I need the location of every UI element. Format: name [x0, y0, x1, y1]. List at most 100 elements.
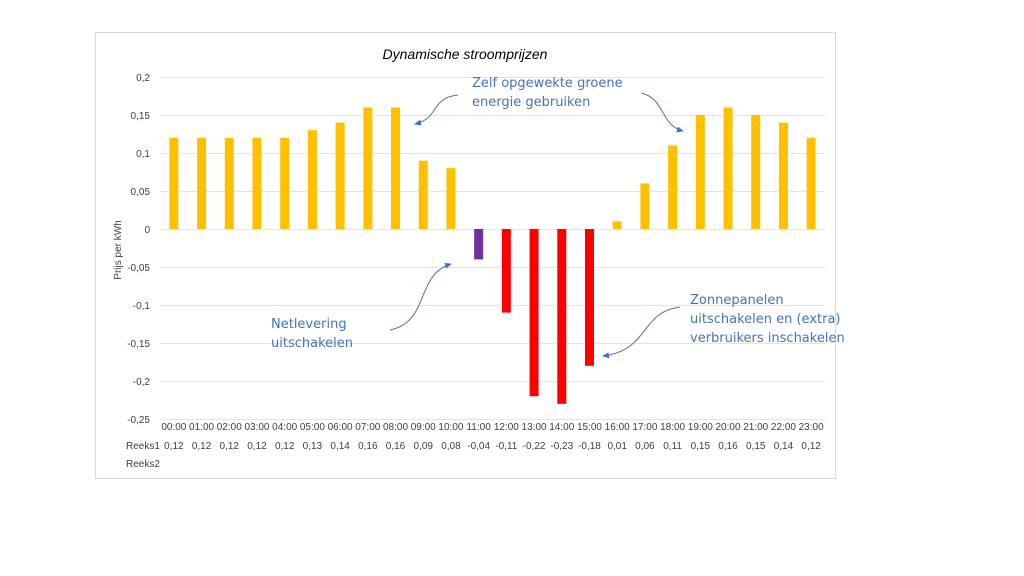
annotation-green-energy: Zelf opgewekte groene energie gebruiken: [414, 76, 684, 133]
data-label: 0,16: [718, 441, 738, 452]
series-name: Reeks1: [126, 441, 160, 452]
x-tick-label: 15:00: [577, 422, 602, 433]
data-label: -0,22: [523, 441, 546, 452]
x-tick-label: 13:00: [522, 422, 547, 433]
bar-14:00: [557, 229, 567, 404]
x-tick-label: 16:00: [605, 422, 630, 433]
data-label: 0,12: [801, 441, 821, 452]
annotation-line: Zonnepanelen: [690, 293, 784, 308]
bar-00:00: [169, 137, 179, 229]
data-label: 0,09: [413, 441, 433, 452]
y-tick-label: -0,05: [127, 263, 150, 274]
arrow-icon: [640, 92, 684, 133]
annotation-line: Zelf opgewekte groene: [472, 76, 623, 91]
arrow-icon: [389, 262, 452, 331]
x-tick-label: 21:00: [743, 422, 768, 433]
x-tick-label: 19:00: [688, 422, 713, 433]
series-name: Reeks2: [126, 459, 160, 470]
bar-07:00: [363, 107, 373, 229]
bar-13:00: [529, 229, 539, 397]
bar-10:00: [446, 168, 456, 229]
data-label: 0,12: [220, 441, 240, 452]
x-tick-label: 03:00: [244, 422, 269, 433]
y-tick-label: 0,05: [131, 187, 151, 198]
chart-title: Dynamische stroomprijzen: [383, 46, 548, 62]
bar-22:00: [778, 122, 788, 229]
data-label: 0,06: [635, 441, 655, 452]
x-tick-label: 17:00: [632, 422, 657, 433]
annotation-line: uitschakelen: [271, 336, 353, 351]
data-label: -0,11: [495, 441, 517, 452]
x-tick-label: 23:00: [799, 422, 824, 433]
x-tick-label: 14:00: [549, 422, 574, 433]
data-label: 0,12: [275, 441, 295, 452]
x-tick-label: 22:00: [771, 422, 796, 433]
data-label: 0,15: [746, 441, 766, 452]
data-label: 0,11: [663, 441, 682, 452]
x-tick-label: 05:00: [300, 422, 325, 433]
y-axis-ticks: 0,2 0,15 0,1 0,05 0 -0,05 -0,1 -0,15 -0,2 -0,25: [127, 73, 150, 426]
chart-area: [95, 32, 836, 479]
data-label: 0,15: [691, 441, 711, 452]
y-tick-label: 0,15: [131, 111, 151, 122]
y-tick-label: -0,25: [127, 415, 150, 426]
x-tick-label: 20:00: [716, 422, 741, 433]
x-tick-label: 09:00: [411, 422, 436, 433]
gridlines: [160, 77, 825, 420]
arrow-icon: [602, 306, 681, 359]
x-tick-label: 00:00: [161, 422, 186, 433]
y-tick-label: -0,2: [133, 377, 151, 388]
x-tick-label: 06:00: [328, 422, 353, 433]
data-label: 0,13: [303, 441, 323, 452]
bar-08:00: [391, 107, 401, 229]
x-tick-label: 10:00: [438, 422, 463, 433]
bar-09:00: [418, 160, 428, 229]
annotation-line: energie gebruiken: [472, 95, 590, 110]
data-label: 0,12: [164, 441, 184, 452]
bar-23:00: [806, 137, 816, 229]
data-label: -0,18: [578, 441, 601, 452]
bar-03:00: [252, 137, 262, 229]
arrow-icon: [414, 94, 459, 126]
x-tick-label: 18:00: [660, 422, 685, 433]
bar-11:00: [474, 229, 484, 260]
bar-01:00: [197, 137, 207, 229]
annotation-line: verbruikers inschakelen: [690, 331, 845, 346]
data-label: -0,04: [467, 441, 490, 452]
data-label: 0,16: [386, 441, 406, 452]
data-label: -0,23: [550, 441, 573, 452]
y-tick-label: 0,2: [136, 73, 150, 84]
annotation-line: Netlevering: [271, 317, 347, 332]
bar-20:00: [723, 107, 733, 229]
data-label: 0,08: [441, 441, 461, 452]
data-label: 0,12: [247, 441, 267, 452]
data-table: 00:00 0,12 01:00 0,12 02:00 0,12 03:00 0,12 04:0…: [126, 422, 824, 470]
x-tick-label: 01:00: [189, 422, 214, 433]
x-tick-label: 08:00: [383, 422, 408, 433]
y-tick-label: 0,1: [136, 149, 150, 160]
bar-19:00: [695, 115, 705, 229]
bar-12:00: [501, 229, 511, 313]
data-label: 0,14: [774, 441, 794, 452]
y-tick-label: 0: [144, 225, 150, 236]
bar-17:00: [640, 183, 650, 229]
bar-05:00: [307, 130, 317, 229]
y-tick-label: -0,15: [127, 339, 150, 350]
bar-06:00: [335, 122, 345, 229]
bars: [169, 107, 816, 404]
bar-18:00: [668, 145, 678, 229]
bar-21:00: [751, 115, 761, 229]
data-label: 0,16: [358, 441, 378, 452]
bar-16:00: [612, 221, 622, 229]
annotation-netlevering: Netlevering uitschakelen: [271, 262, 452, 351]
annotation-zonnepanelen: Zonnepanelen uitschakelen en (extra) ver…: [602, 293, 845, 359]
bar-02:00: [224, 137, 234, 229]
x-tick-label: 04:00: [272, 422, 297, 433]
data-label: 0,01: [607, 441, 627, 452]
bar-04:00: [280, 137, 290, 229]
x-tick-label: 07:00: [355, 422, 380, 433]
x-tick-label: 02:00: [217, 422, 242, 433]
x-tick-label: 12:00: [494, 422, 519, 433]
y-axis-label: Prijs per kWh: [113, 220, 124, 279]
